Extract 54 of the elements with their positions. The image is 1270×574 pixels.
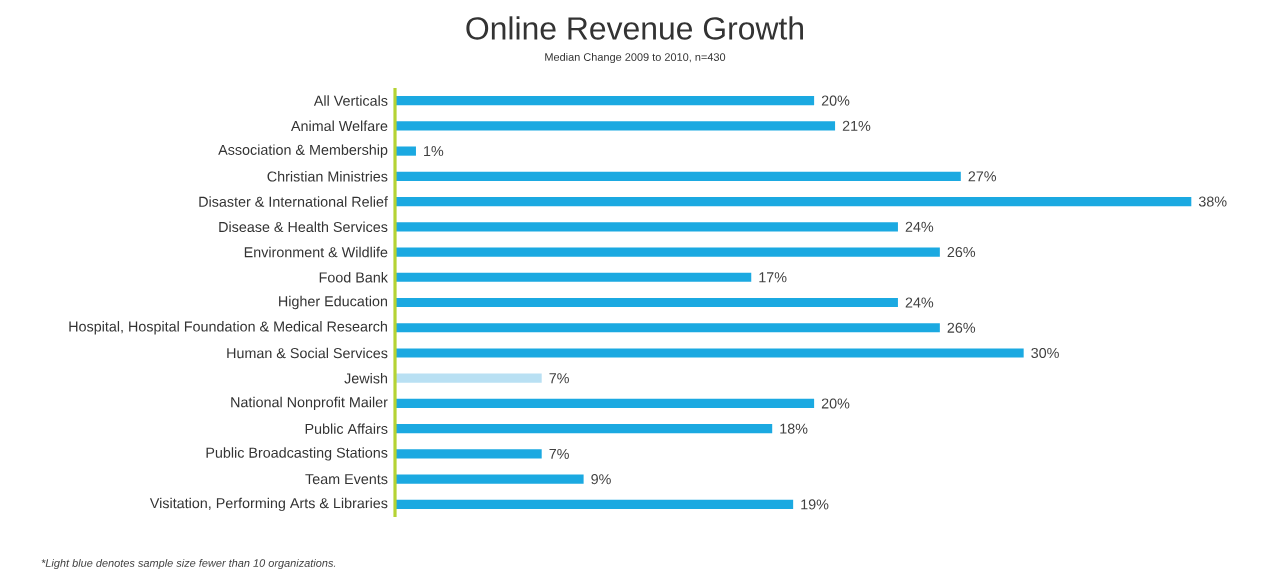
data-label: 30%: [1031, 347, 1059, 359]
y-tick-label: Team Events: [305, 474, 388, 485]
data-label: 24%: [905, 297, 934, 308]
text: *Light blue denotes sample size fewer than 10 organizations.: [41, 558, 336, 570]
y-tick-label: Hospital, Hospital Foundation & Medical Research: [69, 321, 387, 335]
data-label: 20%: [821, 398, 850, 409]
y-tick-label: Christian Ministries: [267, 171, 388, 182]
bar: [395, 146, 416, 156]
chart-title: Online Revenue Growth: [466, 16, 803, 40]
bar: [395, 323, 940, 333]
data-label: 38%: [1198, 196, 1227, 207]
bar: [395, 247, 940, 257]
data-label: 26%: [947, 322, 976, 333]
y-tick-label: All Verticals: [313, 95, 388, 106]
data-label: 9%: [591, 474, 611, 485]
data-label: 26%: [947, 246, 976, 258]
bar: [395, 196, 1192, 207]
y-tick-label: Public Affairs: [305, 423, 388, 434]
y-tick-label: Human & Social Services: [227, 347, 388, 359]
bar: [395, 474, 584, 484]
bar: [395, 272, 752, 282]
bar: [395, 121, 836, 131]
y-tick-label: Environment & Wildlife: [244, 246, 388, 258]
data-label: 20%: [821, 95, 850, 106]
y-tick-label: Disease & Health Services: [219, 221, 388, 233]
data-label: 21%: [842, 120, 871, 131]
bar: [395, 424, 773, 434]
y-tick-label: Food Bank: [319, 271, 388, 283]
data-label: 7%: [549, 448, 569, 459]
data-label: 27%: [968, 171, 997, 182]
data-label: 1%: [424, 146, 444, 157]
bar: [395, 499, 794, 509]
y-tick-label: Visitation, Performing Arts & Libraries: [149, 497, 388, 512]
y-tick-label: Animal Welfare: [291, 120, 388, 132]
y-tick-label: Public Broadcasting Stations: [206, 447, 388, 461]
bar: [395, 222, 898, 232]
bar: [395, 96, 815, 106]
bar: [395, 348, 1024, 358]
y-tick-label: National Nonprofit Mailer: [231, 396, 388, 411]
bar: [395, 449, 542, 459]
chart-subtitle: Median Change 2009 to 2010, n=430: [545, 52, 726, 64]
y-tick-label: Jewish: [344, 372, 388, 384]
y-tick-label: Association & Membership: [218, 144, 388, 158]
bar: [395, 297, 898, 308]
data-label: 18%: [780, 423, 808, 434]
data-label: 17%: [759, 272, 787, 283]
bar: [395, 373, 542, 383]
bar: [395, 171, 961, 181]
bar: [395, 398, 815, 409]
y-tick-label: Disaster & International Relief: [199, 196, 388, 207]
data-label: 19%: [801, 499, 829, 510]
data-label: 24%: [905, 221, 934, 232]
data-label: 7%: [549, 373, 569, 384]
y-tick-label: Higher Education: [279, 295, 387, 310]
